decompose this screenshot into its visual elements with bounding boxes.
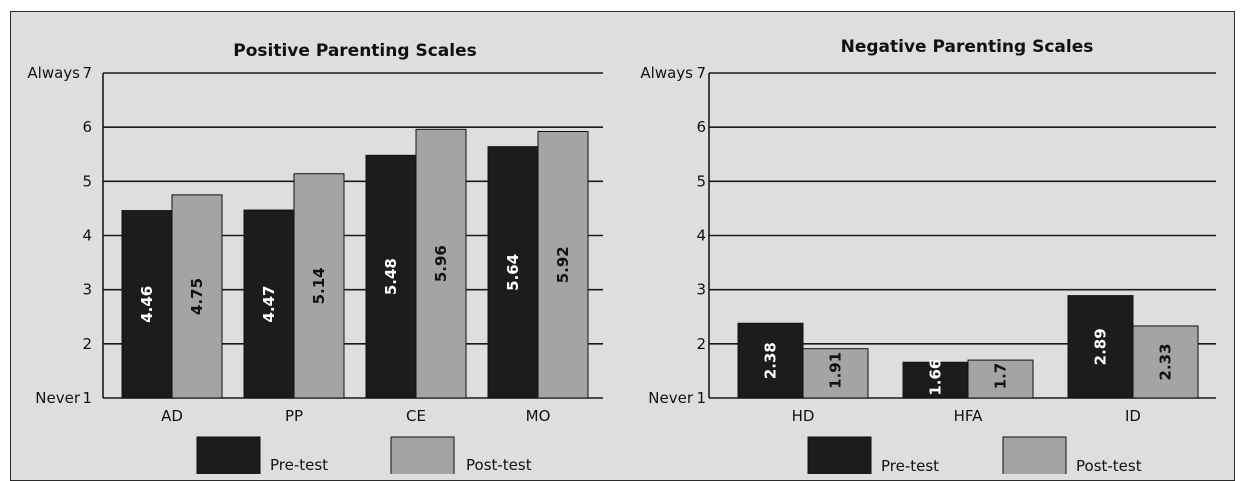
negative-category-label-hd: HD [792,407,815,425]
legend-post-label: Post-test [466,456,532,474]
negative-y-tick-label: 7 [696,64,706,82]
positive-y-tick-label: 6 [82,118,92,136]
legend-post-swatch [390,436,455,474]
positive-category-label-ce: CE [406,407,426,425]
positive-legend: Pre-test Post-test [196,436,532,474]
negative-y-tick-label: 1 [696,389,706,407]
positive-category-label-pp: PP [285,407,303,425]
positive-value-label-mo-pre: 5.64 [504,254,522,291]
negative-bar-id-pre [1067,295,1134,399]
positive-y-tick-label: 2 [82,335,92,353]
positive-chart-title: Positive Parenting Scales [233,41,476,61]
positive-never-label: Never [35,389,81,407]
positive-always-label: Always [27,64,80,82]
positive-category-label-mo: MO [526,407,551,425]
negative-value-label-hfa-post: 1.7 [992,363,1010,390]
positive-chart: Positive Parenting Scales Always Never 4… [27,41,603,425]
positive-bar-ce-pre [365,154,417,399]
negative-bar-hd-post [802,348,869,399]
negative-bar-hd-pre [737,322,804,399]
positive-bar-mo-post [537,131,589,399]
negative-chart-title: Negative Parenting Scales [841,37,1094,57]
negative-value-label-hd-post: 1.91 [827,352,845,389]
positive-bar-ad-pre [121,210,173,399]
positive-y-tick-label: 3 [82,281,92,299]
negative-bar-hfa-post [967,359,1034,399]
positive-value-label-ce-post: 5.96 [432,245,450,282]
negative-y-tick-label: 5 [696,172,706,190]
negative-y-tick-label: 3 [696,281,706,299]
negative-y-tick-label: 2 [696,335,706,353]
positive-value-label-ce-pre: 5.48 [382,258,400,295]
negative-category-label-id: ID [1125,407,1141,425]
positive-y-tick-label: 4 [82,227,92,245]
negative-value-label-id-post: 2.33 [1157,343,1175,380]
negative-always-label: Always [640,64,693,82]
legend-pre-label-2: Pre-test [881,457,939,474]
positive-bar-pp-post [293,173,345,399]
positive-bar-ad-post [171,194,223,399]
positive-value-label-ad-pre: 4.46 [138,286,156,323]
positive-y-tick-label: 5 [82,172,92,190]
negative-category-label-hfa: HFA [954,407,984,425]
negative-legend: Pre-test Post-test [807,436,1142,474]
legend-pre-swatch-2 [807,436,872,474]
legend-post-label-2: Post-test [1076,457,1142,474]
positive-y-tick-label: 1 [82,389,92,407]
positive-bar-mo-pre [487,146,539,399]
legend-post-swatch-2 [1002,436,1067,474]
positive-value-label-pp-post: 5.14 [310,267,328,304]
negative-bar-hfa-pre [902,361,969,399]
positive-category-label-ad: AD [161,407,183,425]
negative-y-tick-label: 6 [696,118,706,136]
legend-pre-swatch [196,436,261,474]
negative-chart: Negative Parenting Scales Always Never 2… [640,37,1216,425]
negative-never-label: Never [648,389,694,407]
negative-y-tick-label: 4 [696,227,706,245]
negative-value-label-hfa-pre: 1.66 [927,359,945,396]
positive-y-tick-label: 7 [82,64,92,82]
positive-value-label-mo-post: 5.92 [554,246,572,283]
positive-value-label-ad-post: 4.75 [188,278,206,315]
negative-bar-id-post [1132,325,1199,399]
legend-pre-label: Pre-test [270,456,328,474]
negative-value-label-hd-pre: 2.38 [762,342,780,379]
negative-value-label-id-pre: 2.89 [1092,328,1110,365]
positive-bar-ce-post [415,128,467,399]
positive-value-label-pp-pre: 4.47 [260,286,278,323]
